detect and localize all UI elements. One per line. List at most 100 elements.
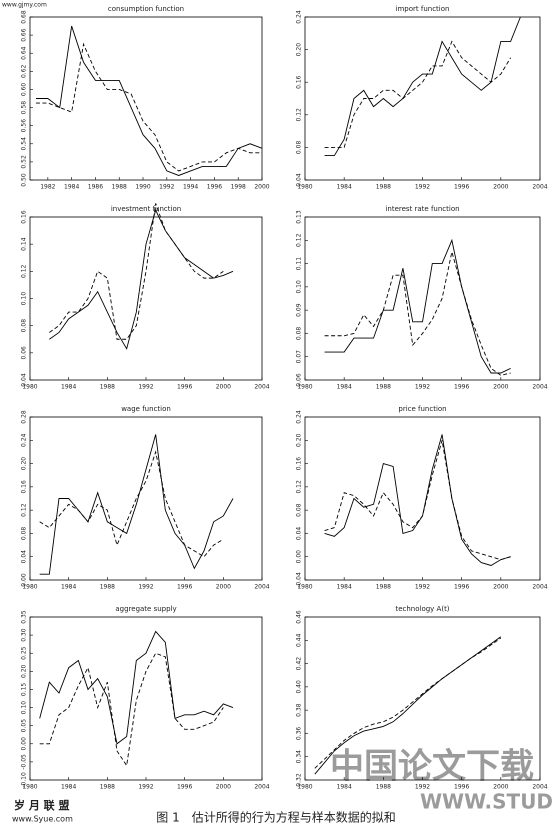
chart-title: investment function	[111, 205, 181, 213]
x-tick-label: 1992	[159, 184, 174, 191]
x-tick-label: 2004	[532, 184, 547, 191]
data-line	[49, 208, 234, 350]
y-tick-label: 0.00	[21, 573, 28, 587]
data-line	[324, 251, 511, 376]
x-tick-label: 1996	[454, 384, 469, 391]
x-tick-label: 2004	[532, 384, 547, 391]
x-tick-label: 1988	[100, 584, 115, 591]
plot-frame	[29, 216, 263, 381]
y-tick-label: 0.46	[296, 610, 303, 624]
x-tick-label: 1996	[177, 584, 192, 591]
chart-title: price function	[398, 405, 446, 413]
x-tick-label: 2000	[493, 184, 508, 191]
watermark: www.Syue.com	[12, 815, 73, 824]
x-tick-label: 1984	[64, 184, 79, 191]
y-tick-label: 0.08	[296, 327, 303, 341]
chart-title: import function	[396, 5, 450, 13]
x-tick-label: 2000	[493, 584, 508, 591]
y-tick-label: 0.62	[21, 64, 28, 78]
x-tick-label: 2000	[216, 784, 231, 791]
y-tick-label: 0.13	[296, 210, 303, 224]
chart-title: wage function	[121, 405, 171, 413]
watermark: 岁 月 联 盟	[14, 798, 70, 812]
x-tick-label: 1988	[376, 784, 391, 791]
y-tick-label: 0.20	[21, 457, 28, 471]
data-line	[324, 16, 521, 156]
x-tick-label: 1984	[337, 384, 352, 391]
plot-frame	[29, 616, 263, 781]
data-line	[39, 630, 234, 745]
y-tick-label: 0.52	[21, 155, 28, 169]
x-tick-label: 1992	[138, 584, 153, 591]
data-line	[39, 434, 234, 575]
data-line	[49, 203, 224, 340]
x-tick-label: 1996	[177, 784, 192, 791]
y-tick-label: 0.11	[296, 257, 303, 271]
x-tick-label: 1996	[454, 584, 469, 591]
x-tick-label: 1992	[138, 384, 153, 391]
x-tick-label: 2004	[254, 784, 269, 791]
y-tick-label: -0.10	[21, 772, 28, 788]
x-tick-label: 1982	[40, 184, 55, 191]
y-tick-label: 0.12	[21, 503, 28, 517]
plot-frame	[304, 216, 541, 381]
y-tick-label: 0.24	[21, 433, 28, 447]
x-tick-label: 1988	[376, 384, 391, 391]
x-tick-label: 2004	[532, 784, 547, 791]
x-tick-label: 1980	[297, 584, 312, 591]
y-tick-label: 0.10	[21, 292, 28, 306]
y-tick-label: 0.04	[21, 373, 28, 387]
y-tick-label: 0.32	[296, 773, 303, 787]
y-tick-label: 0.35	[21, 610, 28, 624]
y-tick-label: 0.16	[296, 457, 303, 471]
x-tick-label: 1980	[22, 584, 37, 591]
plot-frame	[304, 416, 541, 581]
x-tick-label: 1998	[231, 184, 246, 191]
x-tick-label: 2000	[216, 384, 231, 391]
y-tick-label: 0.68	[21, 10, 28, 24]
y-tick-label: 0.00	[296, 550, 303, 564]
y-tick-label: 0.34	[296, 750, 303, 764]
y-tick-label: 0.44	[296, 633, 303, 647]
y-tick-label: 0.05	[21, 719, 28, 733]
x-tick-label: 1986	[88, 184, 103, 191]
y-tick-label: 0.54	[21, 137, 28, 151]
y-tick-label: 0.66	[21, 28, 28, 42]
data-line	[324, 238, 511, 374]
x-tick-label: 1984	[337, 584, 352, 591]
y-tick-label: 0.64	[21, 46, 28, 60]
y-tick-label: 0.20	[296, 43, 303, 57]
x-tick-label: 1990	[135, 184, 150, 191]
x-tick-label: 2004	[254, 584, 269, 591]
x-tick-label: 2000	[254, 184, 269, 191]
y-tick-label: 0.28	[21, 410, 28, 424]
y-tick-label: 0.09	[296, 303, 303, 317]
data-line	[35, 25, 263, 176]
x-tick-label: 1992	[415, 184, 430, 191]
y-tick-label: 0.06	[296, 373, 303, 387]
data-line	[324, 434, 511, 566]
y-tick-label: 0.36	[296, 727, 303, 741]
y-tick-label: 0.38	[296, 703, 303, 717]
y-tick-label: 0.16	[21, 480, 28, 494]
x-tick-label: 1980	[22, 784, 37, 791]
y-tick-label: 0.12	[296, 480, 303, 494]
y-tick-label: 0.08	[21, 527, 28, 541]
watermark: 中国论文下载	[330, 747, 534, 787]
x-tick-label: 1996	[207, 184, 222, 191]
x-tick-label: 2000	[216, 584, 231, 591]
plot-frame	[29, 16, 263, 181]
x-tick-label: 1996	[177, 384, 192, 391]
y-tick-label: 0.07	[296, 350, 303, 364]
data-line	[324, 40, 512, 148]
x-tick-label: 1988	[112, 184, 127, 191]
x-tick-label: 1984	[61, 784, 76, 791]
y-tick-label: 0.42	[296, 657, 303, 671]
y-tick-label: 0.04	[21, 550, 28, 564]
y-tick-label: 0.24	[296, 410, 303, 424]
y-tick-label: 0.12	[296, 108, 303, 122]
y-tick-label: 0.10	[296, 280, 303, 294]
x-tick-label: 1994	[183, 184, 198, 191]
data-line	[35, 42, 262, 172]
